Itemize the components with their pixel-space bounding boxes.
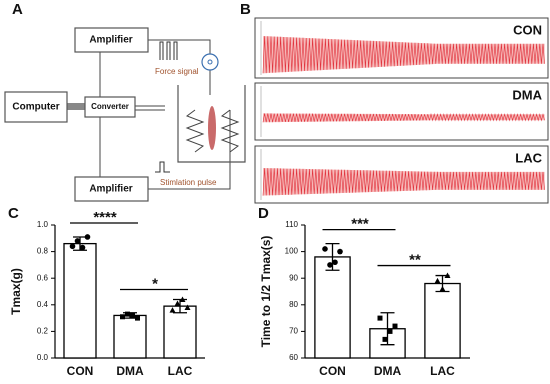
y-tick-label: 80 bbox=[289, 300, 298, 309]
x-tick-label: DMA bbox=[116, 364, 144, 378]
label: Stimlation pulse bbox=[160, 178, 217, 187]
panel-letter: D bbox=[258, 205, 269, 222]
x-tick-label: CON bbox=[67, 364, 94, 378]
trace-label: DMA bbox=[512, 87, 542, 102]
bar bbox=[163, 305, 197, 359]
panel-letter: C bbox=[8, 205, 19, 222]
trace-label: CON bbox=[513, 22, 542, 37]
panel-letter: B bbox=[240, 1, 251, 18]
transducer bbox=[207, 59, 213, 65]
traces: CON DMA LAC bbox=[254, 17, 549, 204]
x-tick-label: DMA bbox=[374, 364, 402, 378]
bar bbox=[424, 282, 461, 359]
y-tick-label: 0.0 bbox=[37, 353, 49, 362]
point bbox=[130, 312, 135, 318]
point bbox=[337, 248, 343, 255]
significance-label: **** bbox=[93, 209, 117, 226]
point bbox=[179, 296, 186, 302]
electrodes bbox=[185, 109, 240, 153]
trace-signal bbox=[262, 36, 545, 74]
point bbox=[377, 315, 383, 321]
y-axis-label: Tmax(g) bbox=[9, 268, 23, 315]
y-tick-label: 60 bbox=[289, 353, 298, 362]
force-waves bbox=[159, 41, 178, 60]
point bbox=[135, 315, 140, 321]
point bbox=[332, 259, 338, 266]
point bbox=[174, 300, 181, 306]
x-tick-label: LAC bbox=[430, 364, 455, 378]
significance-label: *** bbox=[351, 216, 369, 233]
point bbox=[444, 272, 451, 279]
bar bbox=[113, 314, 147, 359]
y-tick-label: 100 bbox=[285, 247, 299, 256]
label: Amplifier bbox=[89, 184, 132, 195]
point bbox=[125, 311, 130, 317]
setup-diagram: Amplifier Computer Converter Amplifier F… bbox=[4, 27, 246, 202]
x-tick-label: LAC bbox=[168, 364, 193, 378]
panel-letter: A bbox=[12, 1, 23, 18]
y-tick-label: 70 bbox=[289, 327, 298, 336]
point bbox=[392, 323, 398, 329]
significance-label: ** bbox=[409, 252, 421, 269]
box bbox=[74, 27, 149, 53]
point bbox=[84, 234, 91, 240]
point bbox=[387, 328, 393, 334]
cable bbox=[67, 103, 85, 110]
transducer bbox=[201, 53, 219, 71]
trace-signal bbox=[262, 113, 545, 123]
box bbox=[4, 91, 68, 123]
y-tick-label: 110 bbox=[285, 220, 298, 229]
muscle bbox=[208, 106, 216, 150]
y-tick-label: 1.0 bbox=[37, 220, 49, 229]
point bbox=[322, 246, 328, 252]
y-tick-label: 0.4 bbox=[37, 300, 49, 309]
y-tick-label: 90 bbox=[289, 273, 298, 282]
point bbox=[120, 314, 125, 320]
bar bbox=[314, 256, 351, 359]
significance-label: * bbox=[152, 275, 158, 292]
pulse bbox=[155, 161, 170, 173]
label: Force signal bbox=[155, 67, 199, 76]
bar bbox=[63, 242, 97, 359]
point bbox=[69, 243, 76, 250]
y-tick-label: 0.6 bbox=[37, 273, 49, 282]
box bbox=[84, 96, 136, 118]
box bbox=[74, 176, 149, 202]
point bbox=[327, 262, 333, 268]
point bbox=[184, 304, 191, 310]
label: Converter bbox=[91, 102, 129, 111]
point bbox=[439, 285, 446, 292]
bath bbox=[177, 85, 246, 163]
point bbox=[434, 277, 441, 284]
trace-frame bbox=[254, 82, 549, 141]
point bbox=[74, 238, 81, 244]
point bbox=[169, 307, 176, 313]
point bbox=[382, 336, 388, 342]
y-tick-label: 0.8 bbox=[37, 247, 49, 256]
trace-label: LAC bbox=[515, 150, 542, 165]
point bbox=[79, 244, 86, 251]
x-tick-label: CON bbox=[319, 364, 346, 378]
trace-signal bbox=[262, 168, 545, 196]
y-axis-label: Time to 1/2 Tmax(s) bbox=[259, 236, 273, 348]
label: Computer bbox=[12, 102, 59, 113]
label: Amplifier bbox=[89, 35, 132, 46]
y-tick-label: 0.2 bbox=[37, 327, 49, 336]
